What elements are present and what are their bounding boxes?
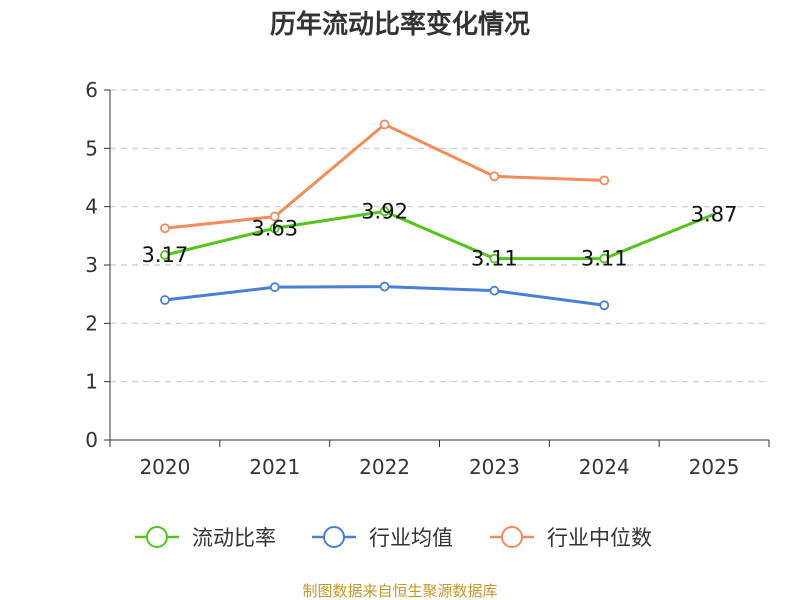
data-point xyxy=(379,206,390,217)
data-point xyxy=(599,175,610,186)
source-note: 制图数据来自恒生聚源数据库 xyxy=(302,582,497,600)
y-tick-label: 0 xyxy=(85,428,98,452)
legend-label: 行业中位数 xyxy=(547,526,652,550)
data-point xyxy=(489,171,500,182)
x-tick-label: 2025 xyxy=(689,455,740,479)
data-point xyxy=(379,281,390,292)
data-point xyxy=(489,285,500,296)
chart-title: 历年流动比率变化情况 xyxy=(270,9,530,40)
data-point xyxy=(269,211,280,222)
data-point xyxy=(489,253,500,264)
data-point xyxy=(160,250,170,260)
x-tick-label: 2023 xyxy=(469,455,520,479)
legend-marker xyxy=(501,526,523,548)
data-point xyxy=(160,223,170,234)
x-tick-label: 2021 xyxy=(249,455,300,479)
data-point xyxy=(599,300,610,311)
legend-label: 行业均值 xyxy=(369,526,453,550)
series-lines xyxy=(160,119,715,311)
x-axis-ticks: 2020 2021 2022 2023 2024 2025 xyxy=(109,440,770,479)
legend: 流动比率 行业均值 行业中位数 xyxy=(135,526,652,550)
legend-marker xyxy=(323,526,345,548)
x-tick-label: 2020 xyxy=(139,455,190,479)
data-point xyxy=(269,223,280,234)
data-label: 3.63 xyxy=(251,216,298,240)
y-axis-ticks: 0 1 2 3 4 5 6 xyxy=(85,78,110,452)
legend-label: 流动比率 xyxy=(192,526,276,550)
legend-marker xyxy=(146,526,168,548)
data-label: 3.87 xyxy=(691,202,738,226)
data-label: 3.92 xyxy=(361,199,408,223)
y-tick-label: 6 xyxy=(85,78,98,102)
y-tick-label: 5 xyxy=(85,136,98,160)
data-label: 3.11 xyxy=(581,247,628,271)
data-point xyxy=(160,295,170,305)
y-tick-label: 2 xyxy=(85,311,98,335)
y-tick-label: 4 xyxy=(85,195,98,219)
axes xyxy=(109,90,769,441)
data-point xyxy=(269,282,280,293)
y-tick-label: 1 xyxy=(85,370,98,394)
y-tick-label: 3 xyxy=(85,253,98,277)
data-label: 3.17 xyxy=(142,243,189,267)
data-labels: 3.17 3.63 3.92 3.11 3.11 3.87 xyxy=(142,199,738,270)
data-point xyxy=(379,119,390,130)
series-line xyxy=(164,209,715,261)
data-point xyxy=(599,253,610,264)
data-label: 3.11 xyxy=(471,247,518,271)
x-tick-label: 2024 xyxy=(579,455,630,479)
x-tick-label: 2022 xyxy=(359,455,410,479)
